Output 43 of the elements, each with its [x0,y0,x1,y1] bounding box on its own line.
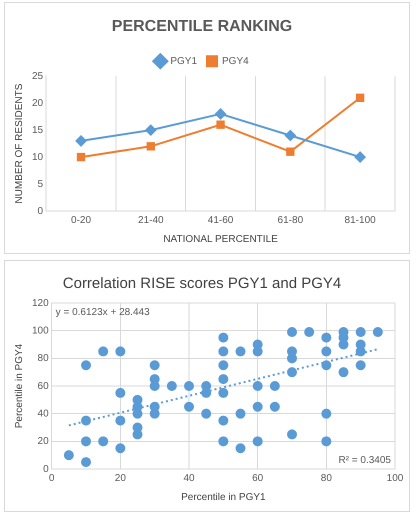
y-tick-label: 120 [32,298,50,309]
annotation: y = 0.6123x + 28.443 [56,306,150,318]
point [354,152,366,163]
point [356,94,364,102]
y-tick-label: 20 [38,436,50,448]
y-tick-label: 0 [43,464,50,475]
point [145,124,156,136]
y-tick-label: 10 [32,152,44,163]
x-tick-label: 60 [252,472,264,484]
x-tick-label: 61-80 [278,214,304,226]
y-tick-label: 15 [32,124,44,136]
point [215,108,226,120]
y-tick-label: 25 [32,70,44,82]
y-axis-title: NUMBER OF RESIDENTS [14,83,25,204]
chart-title: PERCENTILE RANKING [112,18,292,36]
x-tick-label: 0-20 [71,214,92,226]
x-tick-label: 20 [114,472,126,484]
x-tick-label: 21-40 [138,214,164,226]
y-axis-title: Percentile in PGY4 [14,343,25,428]
legend-label: PGY1 [170,56,198,67]
x-tick-label: 81-100 [344,214,376,226]
point [286,148,295,156]
x-axis-title: NATIONAL PERCENTILE [163,234,278,245]
x-tick-label: 40 [183,472,196,484]
point [284,130,296,142]
legend-label: PGY4 [222,56,250,67]
annotation: R² = 0.3405 [338,454,392,466]
chart-title: Correlation RISE scores PGY1 and PGY4 [62,275,342,292]
y-tick-label: 100 [32,325,50,336]
y-tick-label: 60 [38,380,50,392]
y-tick-label: 80 [38,353,50,364]
x-tick-label: 80 [320,472,332,484]
x-tick-label: 100 [386,472,404,484]
y-tick-label: 0 [38,206,44,217]
x-tick-label: 41-60 [208,214,234,226]
x-axis-title: Percentile in PGY1 [181,492,266,503]
point [146,142,155,150]
y-tick-label: 40 [38,408,50,420]
y-tick-label: 5 [38,178,44,190]
y-tick-label: 20 [32,98,44,109]
point [76,135,87,146]
point [216,120,225,129]
point [76,152,86,162]
